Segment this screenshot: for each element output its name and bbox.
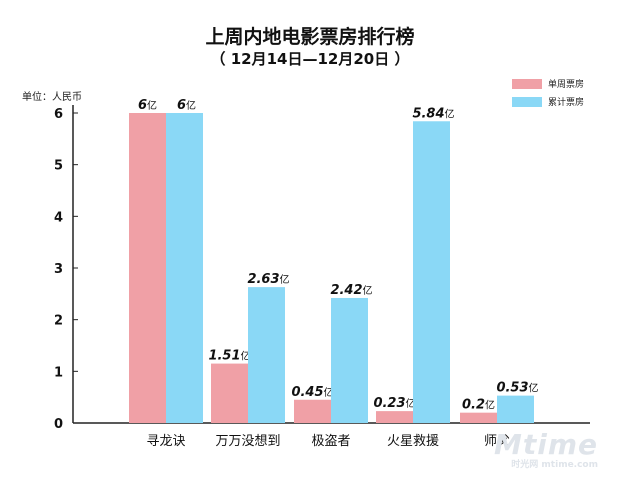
- bar: [376, 411, 413, 423]
- data-label: 0.23亿: [373, 396, 415, 411]
- data-label: 1.51亿: [208, 349, 250, 364]
- y-tick-label: 5: [54, 159, 63, 174]
- unit-label: 单位：人民币: [22, 92, 82, 103]
- data-label: 5.84亿: [412, 106, 454, 121]
- bar: [460, 412, 497, 423]
- legend-label-weekly: 单周票房: [548, 80, 585, 90]
- bar: [294, 399, 331, 423]
- watermark-text: Mtime: [493, 428, 598, 461]
- bar: [129, 113, 166, 423]
- data-label: 0.2亿: [462, 398, 495, 413]
- y-tick-label: 2: [54, 314, 63, 329]
- bar: [413, 121, 450, 424]
- chart-title: 上周内地电影票房排行榜: [205, 26, 415, 48]
- category-label: 极盗者: [311, 433, 350, 449]
- legend-item-weekly: 单周票房: [512, 77, 584, 90]
- legend-label-cumulative: 累计票房: [548, 98, 585, 108]
- legend-swatch-weekly: [512, 78, 542, 89]
- category-label: 师父: [484, 434, 510, 449]
- legend-item-cumulative: 累计票房: [512, 95, 584, 108]
- legend-swatch-cumulative: [512, 96, 542, 107]
- data-label: 0.53亿: [496, 381, 538, 396]
- y-tick-label: 1: [54, 365, 63, 380]
- bar: [331, 297, 368, 423]
- category-label: 火星救援: [387, 433, 439, 449]
- data-label: 0.45亿: [291, 385, 333, 400]
- bar: [248, 287, 285, 423]
- y-tick-label: 6: [54, 107, 63, 122]
- y-tick-label: 4: [54, 210, 63, 225]
- bar: [166, 113, 203, 423]
- data-label: 6亿: [138, 98, 157, 113]
- legend: 单周票房 累计票房: [512, 77, 584, 113]
- data-label: 2.42亿: [330, 283, 372, 298]
- y-tick-label: 3: [54, 262, 63, 277]
- watermark-subtext: 时光网 mtime.com: [511, 460, 598, 470]
- data-label: 2.63亿: [247, 272, 289, 287]
- chart-subtitle: （ 12月14日—12月20日 ）: [210, 50, 410, 68]
- y-tick-label: 0: [54, 417, 63, 432]
- data-label: 6亿: [177, 98, 196, 113]
- bar: [497, 395, 534, 423]
- category-label: 万万没想到: [215, 433, 280, 449]
- category-label: 寻龙诀: [146, 434, 185, 449]
- watermark-logo: Mtime 时光网 mtime.com: [494, 428, 598, 470]
- bar: [211, 363, 248, 423]
